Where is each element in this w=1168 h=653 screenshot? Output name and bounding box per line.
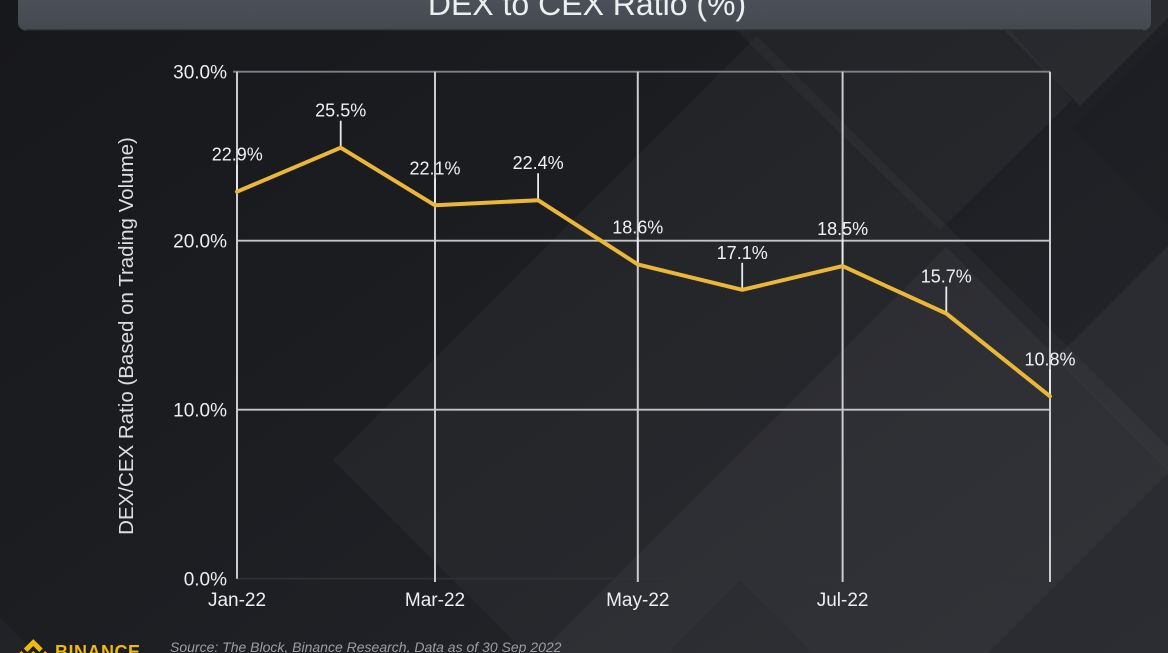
svg-text:DEX to CEX Ratio (%): DEX to CEX Ratio (%) [428,0,746,22]
svg-text:Source: The Block, Binance Res: Source: The Block, Binance Research, Dat… [170,639,562,653]
svg-text:22.1%: 22.1% [409,158,460,178]
svg-text:May-22: May-22 [606,590,669,611]
svg-text:Jul-22: Jul-22 [817,590,869,611]
svg-text:22.4%: 22.4% [513,153,564,173]
svg-text:18.6%: 18.6% [612,217,663,237]
svg-text:18.5%: 18.5% [817,219,868,239]
svg-text:15.7%: 15.7% [921,267,972,287]
svg-text:22.9%: 22.9% [212,145,263,165]
svg-text:25.5%: 25.5% [315,101,366,121]
svg-text:0.0%: 0.0% [184,570,227,591]
svg-text:30.0%: 30.0% [173,63,227,84]
svg-text:10.8%: 10.8% [1024,349,1075,369]
svg-text:10.0%: 10.0% [173,401,227,422]
svg-text:BINANCE: BINANCE [55,642,141,653]
svg-text:Jan-22: Jan-22 [208,590,266,611]
svg-text:Mar-22: Mar-22 [405,590,465,611]
svg-text:20.0%: 20.0% [173,232,227,253]
svg-text:DEX/CEX Ratio (Based on Tradin: DEX/CEX Ratio (Based on Trading Volume) [115,137,138,535]
svg-text:17.1%: 17.1% [717,243,768,263]
